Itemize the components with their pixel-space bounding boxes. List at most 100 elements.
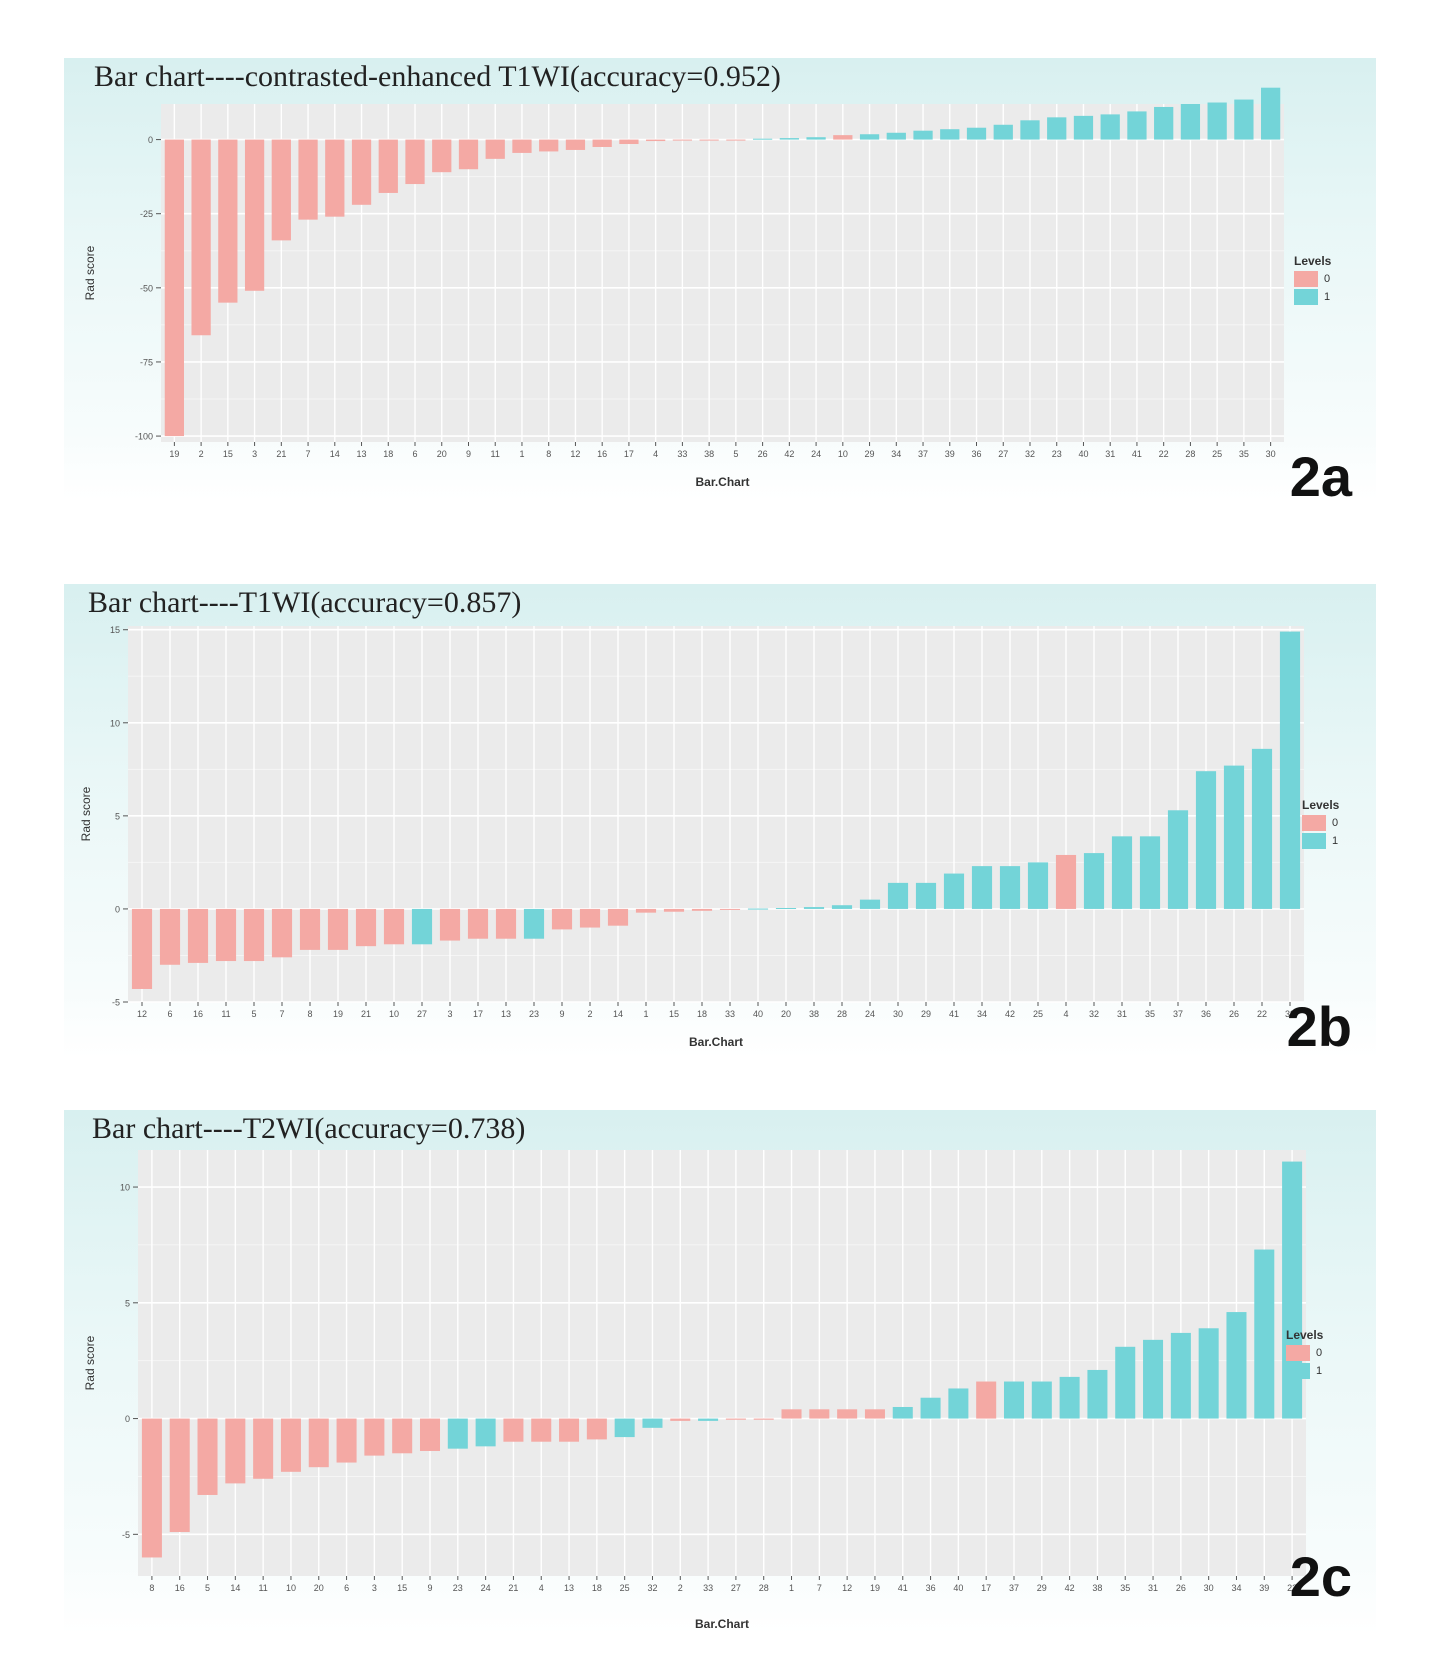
y-tick-label: -5 bbox=[112, 998, 120, 1008]
legend-label-1: 1 bbox=[1332, 835, 1339, 847]
x-tick-label: 42 bbox=[1005, 1009, 1015, 1019]
legend-item-0: 0 bbox=[1294, 270, 1331, 288]
x-tick-label: 10 bbox=[286, 1583, 296, 1593]
x-tick-label: 39 bbox=[945, 449, 955, 459]
panel-label: 2c bbox=[1289, 1545, 1352, 1608]
bar bbox=[523, 908, 545, 939]
y-tick-label: -50 bbox=[140, 283, 153, 293]
bar bbox=[559, 1418, 580, 1442]
x-tick-label: 35 bbox=[1120, 1583, 1130, 1593]
chart-panel-2a: Bar chart----contrasted-enhanced T1WI(ac… bbox=[64, 58, 1376, 508]
bar bbox=[187, 908, 209, 963]
chart-panel-2b: Bar chart----T1WI(accuracy=0.857) 15 10 5 0… bbox=[64, 584, 1376, 1058]
x-tick-label: 36 bbox=[972, 449, 982, 459]
bar bbox=[218, 139, 238, 303]
bar bbox=[383, 908, 405, 945]
bar bbox=[1047, 117, 1067, 140]
legend-item-1: 1 bbox=[1302, 832, 1339, 850]
bar bbox=[1083, 853, 1105, 909]
x-tick-label: 16 bbox=[193, 1009, 203, 1019]
x-tick-label: 2 bbox=[587, 1009, 592, 1019]
y-axis-title: Rad score bbox=[83, 1335, 97, 1390]
bar bbox=[833, 135, 853, 140]
x-tick-label: 15 bbox=[223, 449, 233, 459]
bar bbox=[940, 129, 960, 140]
x-tick-label: 1 bbox=[643, 1009, 648, 1019]
x-tick-label: 14 bbox=[613, 1009, 623, 1019]
x-tick-label: 20 bbox=[781, 1009, 791, 1019]
x-tick-label: 2 bbox=[678, 1583, 683, 1593]
x-tick-label: 16 bbox=[175, 1583, 185, 1593]
x-tick-label: 17 bbox=[624, 449, 634, 459]
x-tick-label: 7 bbox=[817, 1583, 822, 1593]
y-tick-label: 10 bbox=[120, 1183, 130, 1193]
bar bbox=[614, 1418, 635, 1438]
legend-item-1: 1 bbox=[1294, 288, 1331, 306]
x-tick-label: 35 bbox=[1239, 449, 1249, 459]
bar bbox=[966, 127, 987, 140]
bar bbox=[512, 139, 532, 153]
x-tick-label: 13 bbox=[564, 1583, 574, 1593]
x-tick-label: 18 bbox=[592, 1583, 602, 1593]
x-tick-label: 26 bbox=[758, 449, 768, 459]
x-tick-label: 12 bbox=[137, 1009, 147, 1019]
legend-label-0: 0 bbox=[1324, 273, 1331, 285]
bar bbox=[191, 139, 211, 336]
x-tick-label: 31 bbox=[1117, 1009, 1127, 1019]
x-tick-label: 3 bbox=[447, 1009, 452, 1019]
bar bbox=[753, 1418, 774, 1420]
legend-label-1: 1 bbox=[1316, 1365, 1323, 1377]
chart-title: Bar chart----T1WI(accuracy=0.857) bbox=[88, 586, 522, 619]
legend-swatch-0 bbox=[1294, 271, 1318, 287]
bar bbox=[779, 138, 799, 140]
x-tick-label: 25 bbox=[620, 1583, 630, 1593]
bar bbox=[1207, 102, 1227, 140]
y-tick-label: -25 bbox=[140, 209, 153, 219]
bar bbox=[1139, 836, 1161, 909]
bar bbox=[1027, 862, 1049, 909]
x-tick-label: 1 bbox=[519, 449, 524, 459]
x-tick-label: 35 bbox=[1145, 1009, 1155, 1019]
x-tick-label: 36 bbox=[926, 1583, 936, 1593]
bar bbox=[592, 139, 612, 147]
x-tick-label: 41 bbox=[898, 1583, 908, 1593]
x-tick-label: 14 bbox=[230, 1583, 240, 1593]
y-tick-label: -5 bbox=[122, 1530, 130, 1540]
x-tick-label: 18 bbox=[383, 449, 393, 459]
bar bbox=[635, 908, 657, 913]
bar bbox=[467, 908, 489, 939]
bar bbox=[646, 139, 666, 142]
x-tick-label: 7 bbox=[279, 1009, 284, 1019]
y-axis-title: Rad score bbox=[79, 786, 93, 841]
legend-swatch-0 bbox=[1286, 1345, 1310, 1361]
x-axis-title: Bar.Chart bbox=[695, 1617, 749, 1631]
legend-title: Levels bbox=[1294, 254, 1332, 268]
bar bbox=[1059, 1376, 1080, 1419]
bar bbox=[215, 908, 237, 962]
bar bbox=[726, 139, 746, 141]
x-tick-label: 3 bbox=[252, 449, 257, 459]
x-axis-title: Bar.Chart bbox=[689, 1035, 743, 1049]
plot-area bbox=[138, 1150, 1306, 1576]
legend-swatch-0 bbox=[1302, 815, 1326, 831]
bar bbox=[809, 1409, 830, 1419]
bar bbox=[447, 1418, 468, 1449]
bar bbox=[719, 908, 741, 910]
bar bbox=[1003, 1381, 1025, 1419]
x-tick-label: 19 bbox=[333, 1009, 343, 1019]
x-tick-label: 17 bbox=[981, 1583, 991, 1593]
bar bbox=[993, 124, 1013, 140]
x-tick-label: 1 bbox=[789, 1583, 794, 1593]
x-tick-label: 41 bbox=[949, 1009, 959, 1019]
x-tick-label: 11 bbox=[258, 1583, 267, 1593]
bar bbox=[886, 132, 906, 140]
x-tick-label: 13 bbox=[357, 449, 367, 459]
bar bbox=[1055, 854, 1077, 909]
bar bbox=[159, 908, 181, 965]
x-tick-label: 32 bbox=[1089, 1009, 1099, 1019]
bar bbox=[169, 1418, 190, 1533]
bar bbox=[920, 1397, 941, 1419]
bar bbox=[1226, 1312, 1247, 1419]
x-tick-label: 4 bbox=[539, 1583, 544, 1593]
